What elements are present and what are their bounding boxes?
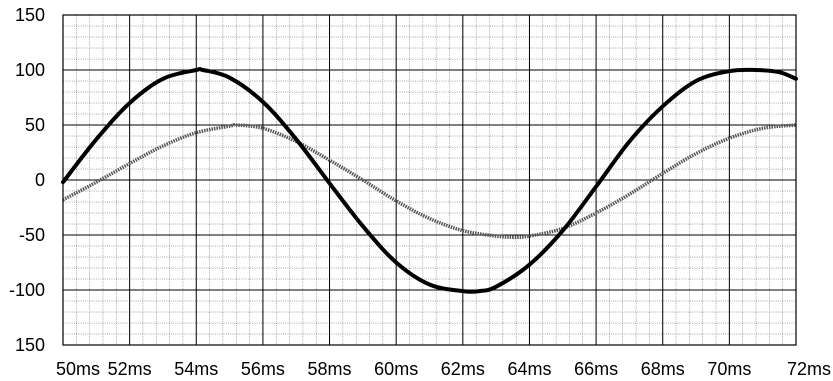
y-tick-label: 150 [15,5,45,25]
grid [62,14,797,346]
y-tick-label: 100 [15,60,45,80]
x-tick-label: 58ms [308,359,352,379]
y-tick-label: 150 [15,335,45,355]
plot-frame [62,14,797,346]
x-tick-label: 54ms [174,359,218,379]
x-tick-label: 52ms [108,359,152,379]
x-tick-label: 66ms [574,359,618,379]
y-axis-tick-labels: 150 100 50 0 -50 -100 150 [9,5,45,355]
series-line-dotted [62,123,797,239]
x-axis-tick-labels: 50ms 52ms 54ms 56ms 58ms 60ms 62ms 64ms 66ms 68ms… [56,359,831,379]
x-tick-label: 70ms [707,359,751,379]
y-tick-label: 50 [25,115,45,135]
x-tick-label: 56ms [241,359,285,379]
x-tick-label: 62ms [441,359,485,379]
x-tick-label: 50ms [56,359,100,379]
series-line-solid [61,66,798,294]
x-tick-label: 72ms [787,359,831,379]
x-tick-label: 68ms [641,359,685,379]
y-tick-label: 0 [35,170,45,190]
x-tick-label: 60ms [374,359,418,379]
y-tick-label: -50 [19,225,45,245]
x-tick-label: 64ms [507,359,551,379]
y-tick-label: -100 [9,280,45,300]
series-layer [61,66,798,294]
